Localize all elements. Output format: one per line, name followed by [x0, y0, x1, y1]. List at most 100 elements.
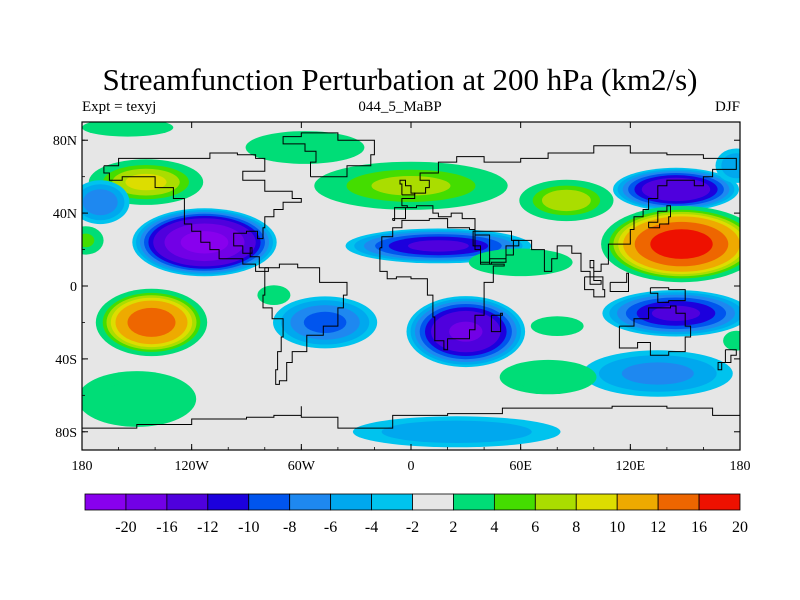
- colorbar-label: 8: [572, 519, 580, 536]
- coastlines: [82, 132, 740, 429]
- contour-level: [721, 153, 740, 179]
- contour-feature-23: [257, 285, 291, 305]
- colorbar-label: -8: [283, 519, 296, 536]
- contour-level: [483, 252, 559, 273]
- contour-level: [449, 321, 483, 342]
- colorbar-label: 20: [732, 519, 748, 536]
- colorbar-swatch: [330, 493, 372, 511]
- colorbar-swatch: [289, 493, 332, 511]
- coastline-segment: [648, 205, 671, 229]
- contour-level: [381, 420, 532, 443]
- contour-feature-17: [723, 330, 740, 351]
- contour-feature-3: [82, 226, 104, 255]
- coastline-segment: [282, 132, 375, 178]
- contour-level: [621, 362, 694, 385]
- coastline-segment: [717, 349, 737, 371]
- colorbar-swatch: [371, 493, 413, 511]
- lat-tick-label: 80S: [55, 426, 77, 441]
- experiment-label: Expt = texyj: [82, 99, 157, 115]
- contour-level: [728, 334, 740, 347]
- lon-tick-label: 0: [408, 459, 415, 474]
- colorbar-swatch: [575, 493, 618, 511]
- colorbar-label: -12: [197, 519, 218, 536]
- colorbar-swatch: [207, 493, 250, 511]
- case-label: 044_5_MaBP: [358, 99, 442, 115]
- contour-feature-2: [82, 180, 130, 225]
- colorbar-label: 2: [449, 519, 457, 536]
- contour-level: [125, 173, 167, 191]
- lon-tick-label: 60E: [509, 459, 532, 474]
- colorbar-label: 16: [691, 519, 707, 536]
- plot-title: Streamfunction Perturbation at 200 hPa (…: [102, 62, 698, 97]
- coastline-segment: [474, 230, 520, 263]
- contour-level: [263, 289, 284, 302]
- contour-level: [303, 311, 347, 333]
- contour-feature-16: [582, 350, 733, 397]
- colorbar-swatch: [657, 493, 700, 511]
- contour-level: [542, 189, 591, 212]
- contour-feature-18: [406, 296, 526, 368]
- lat-tick-label: 0: [70, 280, 77, 295]
- contour-feature-19: [273, 296, 378, 349]
- longitude-axis: 180 120W 60W 0 60E 120E 180: [72, 122, 751, 474]
- colorbar-label: 12: [650, 519, 666, 536]
- colorbar-label: -10: [238, 519, 259, 536]
- contour-feature-4: [95, 288, 208, 357]
- colorbar-swatch: [616, 493, 659, 511]
- coastline-segment: [379, 218, 505, 351]
- lat-tick-label: 40N: [53, 207, 77, 222]
- contour-feature-5: [82, 371, 197, 427]
- colorbar-label: 4: [490, 519, 498, 536]
- coastline-segment: [649, 287, 686, 303]
- contour-level: [541, 320, 574, 333]
- coastline-segment: [103, 152, 302, 272]
- colorbar-label: -20: [115, 519, 136, 536]
- colorbar-swatch: [125, 493, 168, 511]
- coastline-segment: [82, 405, 740, 429]
- colorbar-label: -16: [156, 519, 177, 536]
- contour-feature-14: [601, 206, 740, 283]
- contour-level: [650, 229, 713, 259]
- contour-feature-13: [715, 148, 740, 183]
- colorbar-label: 6: [531, 519, 539, 536]
- colorbar-label: -2: [406, 519, 419, 536]
- coastline-segment: [399, 179, 416, 196]
- coastline-segment: [262, 263, 348, 385]
- contour-feature-11: [519, 179, 614, 222]
- contour-level: [127, 307, 176, 337]
- colorbar-label: -6: [324, 519, 337, 536]
- colorbar-swatch: [166, 493, 209, 511]
- coastline-segment: [618, 305, 692, 356]
- contour-level: [82, 189, 118, 216]
- contour-feature-22: [352, 416, 561, 448]
- coastline-segment: [584, 276, 606, 298]
- contour-level: [408, 240, 469, 252]
- lat-tick-label: 40S: [55, 353, 77, 368]
- colorbar-label: -4: [365, 519, 378, 536]
- contour-feature-6: [82, 122, 174, 137]
- colorbar-swatch: [412, 493, 454, 511]
- lon-tick-label: 180: [730, 459, 751, 474]
- colorbar-swatch: [493, 493, 536, 511]
- lon-tick-label: 120E: [616, 459, 646, 474]
- lon-tick-label: 120W: [175, 459, 210, 474]
- contour-feature-20: [530, 316, 584, 336]
- contour-level: [513, 364, 584, 390]
- colorbar-swatch: [698, 493, 741, 511]
- lon-tick-label: 180: [72, 459, 93, 474]
- contour-feature-10: [468, 248, 573, 277]
- latitude-axis: 80N 40N 0 40S 80S: [53, 134, 740, 441]
- contour-level: [641, 177, 711, 202]
- coastline-segment: [609, 272, 629, 292]
- colorbar-swatch: [534, 493, 577, 511]
- colorbar-label: 10: [609, 519, 625, 536]
- colorbar-swatch: [84, 493, 127, 511]
- colorbar: -20 -16 -12 -10 -8 -6 -4 -2 2 4 6 8 10 12 16 20: [84, 493, 748, 536]
- contour-level: [82, 233, 95, 248]
- colorbar-swatch: [453, 493, 495, 511]
- lat-tick-label: 80N: [53, 134, 77, 149]
- contour-feature-12: [613, 167, 739, 211]
- colorbar-swatch: [248, 493, 291, 511]
- contour-feature-21: [499, 359, 597, 395]
